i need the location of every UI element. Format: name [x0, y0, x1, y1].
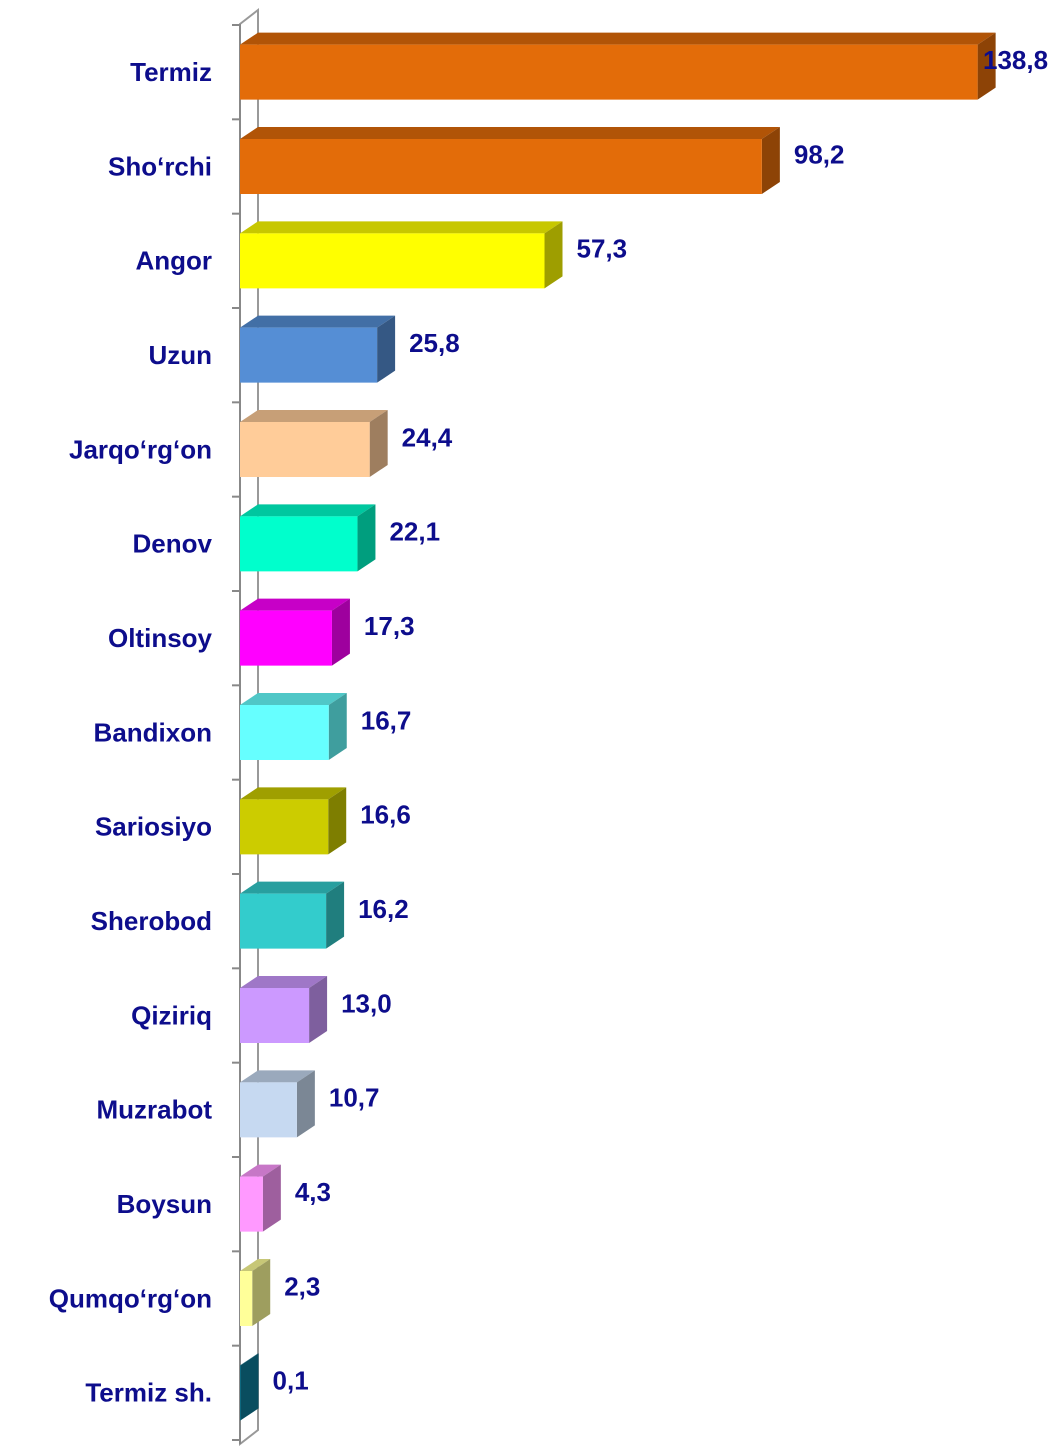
- value-label: 24,4: [402, 422, 453, 452]
- bar-side: [328, 693, 347, 760]
- bar: [240, 976, 328, 1043]
- y-tick-label: Muzrabot: [96, 1095, 212, 1125]
- value-label: 16,7: [361, 705, 412, 735]
- bar-top: [240, 1353, 259, 1366]
- bar-top: [240, 127, 780, 139]
- bar-side: [357, 504, 376, 572]
- bar-front: [240, 610, 332, 666]
- bar: [240, 881, 345, 949]
- bar-top: [240, 881, 345, 894]
- bar-side: [252, 1259, 271, 1326]
- bar-side: [331, 598, 350, 666]
- bar-side: [296, 1070, 315, 1138]
- bar-side: [761, 127, 780, 194]
- y-tick-label: Oltinsoy: [108, 623, 213, 653]
- bar-side: [369, 410, 388, 477]
- bar-front: [240, 1082, 297, 1138]
- bar-top: [240, 221, 563, 234]
- y-tick-label: Qiziriq: [131, 1000, 212, 1030]
- bar-front: [240, 1365, 241, 1421]
- bar-side: [240, 1353, 259, 1421]
- value-label: 138,8: [983, 45, 1048, 75]
- value-label: 22,1: [389, 517, 440, 547]
- y-tick-label: Denov: [133, 529, 213, 559]
- bar-side: [377, 315, 396, 383]
- bar: [240, 410, 388, 477]
- bar: [240, 504, 376, 572]
- bar-side: [262, 1164, 281, 1232]
- bar-top: [240, 976, 328, 988]
- bar-top: [240, 1259, 271, 1271]
- bar-side: [326, 881, 345, 949]
- bar: [240, 127, 780, 194]
- bar-top: [240, 693, 347, 705]
- bar-front: [240, 799, 329, 855]
- value-label: 10,7: [329, 1083, 380, 1113]
- bar-front: [240, 516, 358, 572]
- bar-side: [544, 221, 563, 289]
- y-tick-label: Qumqo‘rg‘on: [49, 1283, 212, 1313]
- y-tick-label: Termiz sh.: [85, 1378, 212, 1408]
- value-label: 0,1: [273, 1366, 309, 1396]
- bar-top: [240, 504, 376, 517]
- bar-front: [240, 1271, 253, 1326]
- bar: [240, 598, 350, 666]
- y-tick-label: Sariosiyo: [95, 812, 212, 842]
- value-label: 16,6: [360, 800, 411, 830]
- bar-front: [240, 988, 310, 1043]
- bar-side: [977, 32, 996, 100]
- bar-front: [240, 327, 378, 383]
- y-tick-label: Sho‘rchi: [108, 151, 212, 181]
- bar-front: [240, 233, 545, 289]
- bar: [240, 1070, 315, 1138]
- value-label: 13,0: [341, 988, 392, 1018]
- y-tick-label: Boysun: [117, 1189, 212, 1219]
- bar-front: [240, 1176, 263, 1232]
- bar-front: [240, 139, 762, 194]
- bar-top: [240, 1164, 281, 1177]
- bar-top: [240, 315, 396, 328]
- y-tick-label: Termiz: [130, 57, 212, 87]
- bar: [240, 1259, 271, 1326]
- bar-top: [240, 410, 388, 422]
- bar: [240, 315, 396, 383]
- y-tick-label: Angor: [135, 246, 212, 276]
- value-label: 17,3: [364, 611, 415, 641]
- bar-top: [240, 598, 350, 611]
- y-tick-label: Sherobod: [91, 906, 212, 936]
- value-label: 2,3: [284, 1271, 320, 1301]
- bar: [240, 1353, 259, 1421]
- bar: [240, 32, 996, 100]
- bar-front: [240, 422, 370, 477]
- bar-side: [328, 787, 347, 855]
- bar: [240, 693, 347, 760]
- bar-top: [240, 787, 347, 800]
- value-label: 25,8: [409, 328, 460, 358]
- bar-top: [240, 32, 996, 45]
- bar: [240, 221, 563, 289]
- bar-front: [240, 893, 327, 949]
- bar-front: [240, 44, 978, 100]
- bar-top: [240, 1070, 315, 1083]
- bar-front: [240, 705, 329, 760]
- bar: [240, 787, 347, 855]
- bar-side: [309, 976, 328, 1043]
- value-label: 4,3: [295, 1177, 331, 1207]
- y-tick-label: Uzun: [148, 340, 212, 370]
- value-label: 98,2: [794, 139, 845, 169]
- value-label: 16,2: [358, 894, 409, 924]
- bar: [240, 1164, 281, 1232]
- y-tick-label: Jarqo‘rg‘on: [69, 434, 212, 464]
- y-tick-label: Bandixon: [94, 717, 212, 747]
- value-label: 57,3: [577, 234, 628, 264]
